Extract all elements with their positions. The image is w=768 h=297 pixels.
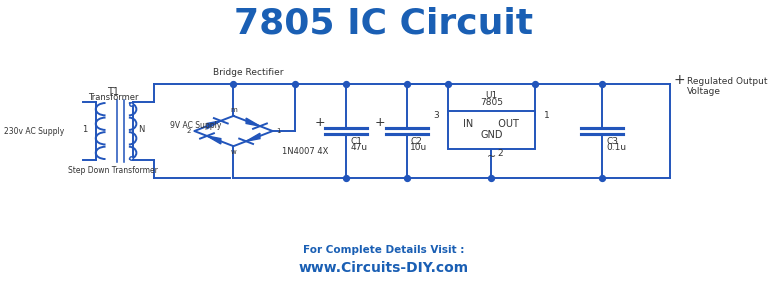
Text: 9V AC Supply: 9V AC Supply [170,121,221,130]
Text: +: + [375,116,386,129]
Point [400,82,412,87]
Text: 47u: 47u [350,143,367,151]
Text: 1N4007 4X: 1N4007 4X [283,147,329,156]
Text: 3: 3 [433,111,439,120]
Point [340,82,353,87]
Polygon shape [246,133,260,141]
Text: Step Down Transformer: Step Down Transformer [68,166,158,175]
Text: +: + [315,116,326,129]
Text: GND: GND [480,130,502,140]
Text: For Complete Details Visit :: For Complete Details Visit : [303,245,465,255]
Polygon shape [246,118,260,126]
Text: +: + [674,73,685,87]
Text: 230v AC Supply: 230v AC Supply [4,127,65,135]
Text: 7805: 7805 [480,98,503,107]
Text: 1: 1 [276,128,281,134]
Polygon shape [207,121,221,129]
Text: C2: C2 [410,137,422,146]
Point [596,175,608,180]
Text: 7805 IC Circuit: 7805 IC Circuit [234,6,534,40]
Point [400,175,412,180]
Text: C1: C1 [350,137,362,146]
Text: ~: ~ [487,152,496,162]
Text: Bridge Rectifier: Bridge Rectifier [214,68,283,77]
Point [485,175,498,180]
Polygon shape [207,136,221,144]
Point [442,82,454,87]
Point [528,82,541,87]
Text: 0.1u: 0.1u [606,143,626,151]
Text: 2: 2 [497,149,503,158]
Text: 1: 1 [83,125,88,134]
Point [340,175,353,180]
Text: m: m [230,107,237,113]
Text: C3: C3 [606,137,618,146]
Point [227,82,240,87]
Text: U1: U1 [485,91,498,100]
Point [596,82,608,87]
Point [289,82,301,87]
Text: www.Circuits-DIY.com: www.Circuits-DIY.com [299,261,469,275]
Text: Transformer: Transformer [88,93,138,102]
Text: T1: T1 [107,87,119,97]
Text: 10u: 10u [410,143,428,151]
Bar [448,111,535,148]
Text: Voltage: Voltage [687,87,720,96]
Text: IN        OUT: IN OUT [463,119,519,129]
Text: Regulated Output: Regulated Output [687,77,767,86]
Text: N: N [137,125,144,134]
Text: w: w [230,148,237,154]
Text: 1: 1 [544,111,549,120]
Text: 2: 2 [186,128,190,134]
